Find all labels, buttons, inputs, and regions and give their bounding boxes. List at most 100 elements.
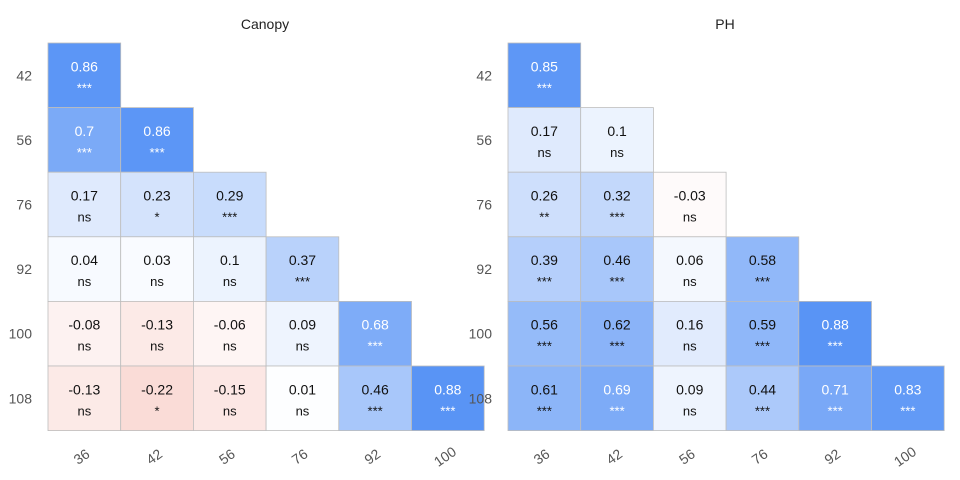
heatmap-cell-rect	[120, 365, 194, 431]
y-tick-label: 92	[16, 261, 32, 277]
heatmap-cell-rect	[507, 107, 582, 173]
heatmap-cell-rect	[653, 171, 727, 238]
cell-value-label: 0.04	[71, 252, 98, 268]
cell-significance-label: **	[539, 210, 549, 225]
heatmap-cell-rect	[265, 300, 340, 367]
heatmap-cell-rect	[265, 365, 340, 431]
heatmap-cell: -0.15 ns	[192, 365, 267, 431]
cell-value-label: 0.16	[676, 317, 703, 333]
y-tick-label: 100	[9, 326, 33, 342]
panel-title: Canopy	[241, 16, 289, 32]
heatmap-cell: 0.01 ns	[265, 365, 340, 431]
heatmap-cell: 0.37 ***	[265, 236, 340, 302]
heatmap-cell: 0.88 ***	[411, 365, 485, 431]
cell-value-label: -0.13	[141, 317, 173, 333]
heatmap-cell: 0.39 ***	[507, 236, 582, 302]
cell-significance-label: ***	[609, 339, 624, 354]
heatmap-cell-rect	[120, 171, 194, 238]
heatmap-cell: 0.17 ns	[507, 107, 582, 173]
heatmap-cell-rect	[192, 171, 267, 238]
heatmap-cell-rect	[338, 365, 412, 431]
heatmap-cell: 0.86 ***	[47, 42, 122, 108]
heatmap-cell-rect	[507, 236, 582, 302]
cell-significance-label: ns	[77, 403, 91, 418]
cell-value-label: 0.39	[531, 252, 558, 268]
heatmap-cell-rect	[798, 365, 872, 431]
cell-value-label: 0.59	[749, 317, 776, 333]
heatmap-cell-rect	[120, 236, 194, 302]
cell-value-label: 0.86	[143, 123, 170, 139]
heatmap-cell: 0.04 ns	[47, 236, 122, 302]
x-tick-label: 76	[749, 445, 771, 467]
heatmap-cell-rect	[192, 300, 267, 367]
heatmap-cell-rect	[653, 236, 727, 302]
heatmap-cell: 0.26 **	[507, 171, 582, 238]
heatmap-cell: -0.13 ns	[120, 300, 194, 367]
heatmap-cell: 0.23 *	[120, 171, 194, 238]
cell-significance-label: ns	[537, 145, 551, 160]
cell-value-label: 0.62	[603, 317, 630, 333]
cell-significance-label: ***	[537, 274, 552, 289]
cell-significance-label: ***	[755, 274, 770, 289]
x-tick-label: 42	[603, 445, 625, 467]
cell-value-label: 0.7	[75, 123, 95, 139]
cell-significance-label: ***	[755, 339, 770, 354]
x-tick-label: 36	[531, 445, 553, 467]
cell-significance-label: ***	[149, 145, 164, 160]
cell-value-label: 0.85	[531, 58, 558, 74]
heatmap-cell-rect	[580, 236, 654, 302]
cell-value-label: 0.29	[216, 188, 243, 204]
x-tick-label: 76	[289, 445, 311, 467]
cell-value-label: 0.86	[71, 58, 98, 74]
cell-value-label: 0.56	[531, 317, 558, 333]
x-tick-label: 56	[216, 445, 238, 467]
heatmap-cell: 0.85 ***	[507, 42, 582, 108]
cell-significance-label: ns	[683, 210, 697, 225]
cell-significance-label: ns	[150, 274, 164, 289]
cell-significance-label: ***	[900, 403, 915, 418]
heatmap-cell-rect	[653, 365, 727, 431]
heatmap-cell-rect	[47, 365, 122, 431]
heatmap-cell: 0.56 ***	[507, 300, 582, 367]
heatmap-cell-rect	[725, 300, 800, 367]
cell-value-label: 0.61	[531, 381, 558, 397]
y-tick-label: 108	[9, 390, 33, 406]
cell-value-label: 0.58	[749, 252, 776, 268]
cell-value-label: 0.1	[220, 252, 240, 268]
heatmap-cell: 0.44 ***	[725, 365, 800, 431]
cell-significance-label: ***	[77, 80, 92, 95]
heatmap-cell: 0.16 ns	[653, 300, 727, 367]
x-tick-label: 42	[143, 445, 165, 467]
cell-value-label: 0.69	[603, 381, 630, 397]
x-tick-label: 36	[71, 445, 93, 467]
cell-significance-label: *	[155, 210, 160, 225]
y-tick-label: 42	[476, 67, 492, 83]
x-tick-label: 56	[676, 445, 698, 467]
heatmap-cell: 0.32 ***	[580, 171, 654, 238]
panel-title: PH	[715, 16, 734, 32]
cell-significance-label: ***	[828, 403, 843, 418]
x-tick-label: 100	[431, 443, 459, 470]
cell-significance-label: ***	[537, 403, 552, 418]
heatmap-cell-rect	[580, 300, 654, 367]
heatmap-cell: 0.69 ***	[580, 365, 654, 431]
heatmap-cell-rect	[580, 107, 654, 173]
heatmap-cell: 0.88 ***	[798, 300, 872, 367]
heatmap-cell: -0.03 ns	[653, 171, 727, 238]
heatmap-cell: 0.17 ns	[47, 171, 122, 238]
cell-value-label: -0.15	[214, 381, 246, 397]
heatmap-cell-rect	[871, 365, 945, 431]
cell-significance-label: ***	[295, 274, 310, 289]
heatmap-cell: 0.09 ns	[265, 300, 340, 367]
heatmap-cell: -0.13 ns	[47, 365, 122, 431]
cell-significance-label: ns	[296, 403, 310, 418]
cell-value-label: 0.17	[71, 188, 98, 204]
heatmap-cell: 0.7 ***	[47, 107, 122, 173]
cell-value-label: 0.71	[822, 381, 849, 397]
heatmap-cell-rect	[47, 107, 122, 173]
y-tick-label: 76	[16, 197, 32, 213]
heatmap-cell-rect	[725, 236, 800, 302]
cell-value-label: 0.03	[143, 252, 170, 268]
cell-value-label: -0.08	[68, 317, 100, 333]
cell-significance-label: *	[155, 403, 160, 418]
